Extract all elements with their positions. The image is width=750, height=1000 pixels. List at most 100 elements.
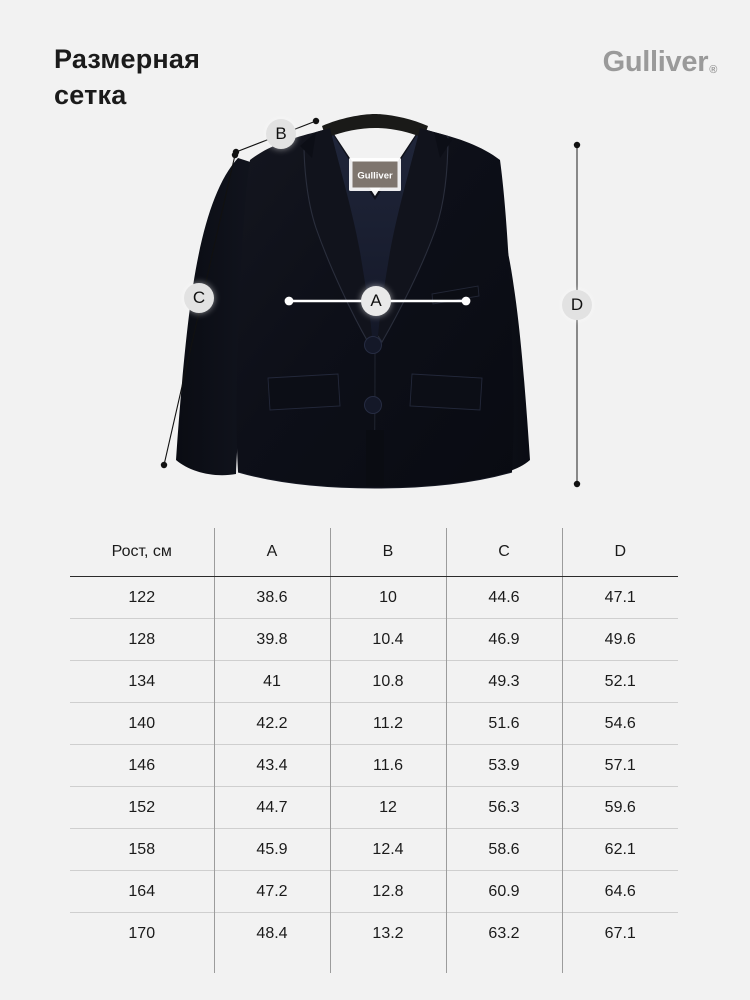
cell-height: 122 (70, 576, 215, 619)
column-divider-tail-2 (330, 949, 331, 973)
table-row: 152 44.7 12 56.3 59.6 (70, 786, 678, 829)
table-row: 164 47.2 12.8 60.9 64.6 (70, 870, 678, 913)
column-header-b: B (330, 528, 447, 577)
measure-badge-d: D (562, 290, 592, 320)
cell-d: 62.1 (604, 840, 636, 858)
cell-a: 48.4 (214, 912, 331, 954)
cell-height: 128 (70, 618, 215, 661)
table-row: 146 43.4 11.6 53.9 57.1 (70, 744, 678, 787)
cell-height: 140 (70, 702, 215, 745)
cell-c: 44.6 (446, 576, 563, 619)
cell-b: 11.2 (330, 702, 447, 745)
measure-badge-c: C (184, 283, 214, 313)
measure-badge-a: A (361, 286, 391, 316)
cell-d: 54.6 (604, 714, 636, 732)
right-flap-pocket (409, 373, 483, 411)
cell-c: 58.6 (446, 828, 563, 871)
column-header-c: C (446, 528, 563, 577)
measure-badge-b: B (266, 119, 296, 149)
left-lapel-notch (300, 132, 316, 158)
cell-height: 158 (70, 828, 215, 871)
table-row: 140 42.2 11.2 51.6 54.6 (70, 702, 678, 745)
measure-badge-d-label: D (570, 295, 584, 314)
neck-label-text: Gulliver (357, 171, 393, 182)
left-flap-pocket (267, 373, 341, 411)
front-button-bottom (364, 396, 382, 414)
hem-line (237, 471, 513, 489)
size-chart-header: Рост, см A B C D (70, 528, 678, 577)
measure-endpoint-a-end (461, 296, 471, 306)
cell-a: 44.7 (214, 786, 331, 829)
front-button-top (364, 336, 382, 354)
measure-endpoint-a-start (284, 296, 294, 306)
cell-b: 10.4 (330, 618, 447, 661)
cell-d: 67.1 (604, 924, 636, 942)
cell-c: 60.9 (446, 870, 563, 913)
column-divider-tail-1 (214, 949, 215, 973)
left-lapel-edge (303, 143, 373, 344)
column-divider-tail-3 (446, 949, 447, 973)
measure-badge-c-label: C (192, 288, 206, 307)
measure-endpoint-b-end (312, 117, 320, 125)
cell-height: 170 (70, 912, 215, 954)
cell-b: 10.8 (330, 660, 447, 703)
column-divider-tail-4 (562, 949, 563, 973)
cell-height: 152 (70, 786, 215, 829)
registered-trademark-icon: ® (709, 64, 717, 76)
cell-c: 51.6 (446, 702, 563, 745)
measure-badge-a-label: A (370, 291, 382, 310)
right-lapel (378, 128, 448, 342)
table-row: 170 48.4 13.2 63.2 67.1 (70, 912, 678, 954)
cell-d: 52.1 (604, 672, 636, 690)
brand-logo: Gulliver® (602, 46, 718, 79)
cell-c: 53.9 (446, 744, 563, 787)
table-row: 122 38.6 10 44.6 47.1 (70, 576, 678, 619)
cell-a: 39.8 (214, 618, 331, 661)
size-chart-table: Рост, см A B C D 122 38.6 10 44.6 47.1 1… (70, 528, 678, 954)
cell-b: 12 (330, 786, 447, 829)
right-lapel-edge (377, 135, 449, 344)
collar-band (322, 114, 428, 138)
cell-a: 45.9 (214, 828, 331, 871)
cell-a: 47.2 (214, 870, 331, 913)
measure-endpoint-c-start (231, 151, 239, 159)
cell-c: 49.3 (446, 660, 563, 703)
right-lapel-notch (434, 132, 452, 158)
cell-d: 64.6 (604, 882, 636, 900)
page-title: Размерная сетка (54, 44, 201, 110)
product-photo: Gulliver B C D A (0, 100, 750, 510)
measure-badge-b-label: B (275, 124, 287, 143)
cell-c: 63.2 (446, 912, 563, 954)
column-header-a: A (214, 528, 331, 577)
left-lapel (304, 128, 372, 342)
cell-d: 57.1 (604, 756, 636, 774)
cell-c: 46.9 (446, 618, 563, 661)
cell-b: 13.2 (330, 912, 447, 954)
cell-b: 10 (330, 576, 447, 619)
brand-logo-text: Gulliver (602, 46, 709, 78)
centre-vent (366, 430, 384, 486)
cell-a: 38.6 (214, 576, 331, 619)
cell-b: 12.4 (330, 828, 447, 871)
neck-label (352, 161, 398, 188)
table-header-row: Рост, см A B C D (70, 528, 678, 577)
table-row: 134 41 10.8 49.3 52.1 (70, 660, 678, 703)
cell-c: 56.3 (446, 786, 563, 829)
cell-d: 47.1 (604, 588, 636, 606)
cell-b: 11.6 (330, 744, 447, 787)
measure-endpoint-d-start (573, 141, 581, 149)
cell-d: 59.6 (604, 798, 636, 816)
cell-d: 49.6 (604, 630, 636, 648)
cell-height: 134 (70, 660, 215, 703)
table-row: 128 39.8 10.4 46.9 49.6 (70, 618, 678, 661)
cell-a: 42.2 (214, 702, 331, 745)
column-header-d: D (562, 528, 678, 577)
cell-b: 12.8 (330, 870, 447, 913)
table-row: 158 45.9 12.4 58.6 62.1 (70, 828, 678, 871)
measure-endpoint-d-end (573, 480, 581, 488)
cell-height: 146 (70, 744, 215, 787)
cell-a: 41 (214, 660, 331, 703)
column-header-height: Рост, см (70, 528, 215, 577)
measure-endpoint-c-end (160, 461, 168, 469)
cell-height: 164 (70, 870, 215, 913)
